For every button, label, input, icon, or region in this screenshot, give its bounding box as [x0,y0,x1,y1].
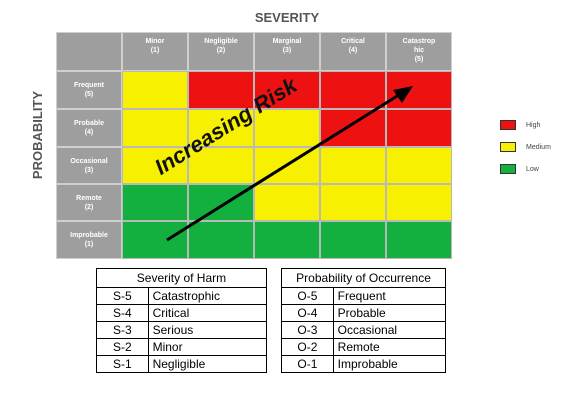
legend-swatch [500,164,516,174]
probability-header-cell: Frequent (5) [56,71,122,109]
severity-name: Minor [147,338,267,356]
risk-cell-red [386,109,452,147]
severity-header-cell: Marginal (3) [254,32,320,71]
table-gap [265,287,283,305]
probability-of-occurrence-header: Probability of Occurrence [281,268,446,288]
risk-cell-green [122,221,188,259]
severity-name: Serious [147,321,267,339]
risk-cell-green [188,184,254,221]
legend-label: Medium [526,143,551,151]
severity-name: Catastrophic [147,287,267,305]
probability-header-cell: Improbable (1) [56,221,122,259]
risk-cell-yellow [254,109,320,147]
legend-label: High [526,121,541,129]
probability-code: O-1 [281,355,334,373]
probability-code: O-2 [281,338,334,356]
risk-cell-yellow [188,147,254,184]
severity-header-cell: Minor (1) [122,32,188,71]
severity-level-label: Catastrop hic (5) [402,38,436,63]
table-gap [265,338,283,356]
legend-item: Medium [500,140,551,154]
legend-swatch [500,142,516,152]
risk-cell-yellow [188,109,254,147]
table-gap [265,304,283,322]
probability-level-label: Remote (2) [76,194,102,211]
risk-cell-yellow [122,147,188,184]
legend-item: High [500,118,540,132]
probability-level-label: Frequent (5) [74,82,104,98]
risk-cell-red [320,71,386,109]
legend-label: Low [526,165,539,173]
probability-level-label: Probable (4) [74,120,104,136]
probability-level-label: Improbable (1) [70,232,108,248]
risk-cell-green [386,221,452,259]
probability-name: Remote [332,338,447,356]
table-gap [265,268,283,288]
risk-cell-red [254,71,320,109]
severity-header-cell: Catastrop hic (5) [386,32,452,71]
probability-name: Occasional [332,321,447,339]
risk-cell-yellow [122,109,188,147]
severity-code: S-2 [96,338,149,356]
risk-cell-yellow [122,71,188,109]
risk-cell-yellow [386,147,452,184]
risk-cell-yellow [320,147,386,184]
risk-cell-green [320,221,386,259]
legend-swatch [500,120,516,130]
table-gap [265,355,283,373]
severity-level-label: Critical (4) [341,38,365,54]
severity-code: S-3 [96,321,149,339]
severity-probability-key-table: Severity of Harm Probability of Occurren… [96,268,447,373]
table-row: S-5 Catastrophic O-5 Frequent [96,287,447,305]
probability-code: O-4 [281,304,334,322]
severity-of-harm-header: Severity of Harm [96,268,267,288]
table-row: S-3 Serious O-3 Occasional [96,321,447,339]
table-gap [265,321,283,339]
severity-code: S-1 [96,355,149,373]
probability-header-cell: Remote (2) [56,184,122,221]
risk-cell-red [320,109,386,147]
risk-cell-green [122,184,188,221]
severity-level-label: Minor (1) [145,38,165,54]
probability-code: O-5 [281,287,334,305]
probability-name: Probable [332,304,447,322]
table-row: S-4 Critical O-4 Probable [96,304,447,322]
severity-name: Negligible [147,355,267,373]
severity-code: S-4 [96,304,149,322]
risk-cell-green [254,221,320,259]
severity-code: S-5 [96,287,149,305]
probability-header-cell: Occasional (3) [56,147,122,184]
risk-cell-red [188,71,254,109]
probability-level-label: Occasional (3) [70,157,108,174]
severity-header-cell: Critical (4) [320,32,386,71]
matrix-corner-cell [56,32,122,71]
risk-cell-yellow [254,184,320,221]
severity-axis-title: SEVERITY [254,10,320,25]
probability-name: Frequent [332,287,447,305]
risk-cell-yellow [320,184,386,221]
severity-name: Critical [147,304,267,322]
legend-item: Low [500,162,539,176]
probability-header-cell: Probable (4) [56,109,122,147]
table-row: S-2 Minor O-2 Remote [96,338,447,356]
probability-name: Improbable [332,355,447,373]
severity-level-label: Marginal (3) [272,38,302,54]
probability-code: O-3 [281,321,334,339]
risk-cell-yellow [386,184,452,221]
severity-level-label: Negligible (2) [204,38,238,54]
severity-header-cell: Negligible (2) [188,32,254,71]
risk-cell-green [188,221,254,259]
table-row: S-1 Negligible O-1 Improbable [96,355,447,373]
